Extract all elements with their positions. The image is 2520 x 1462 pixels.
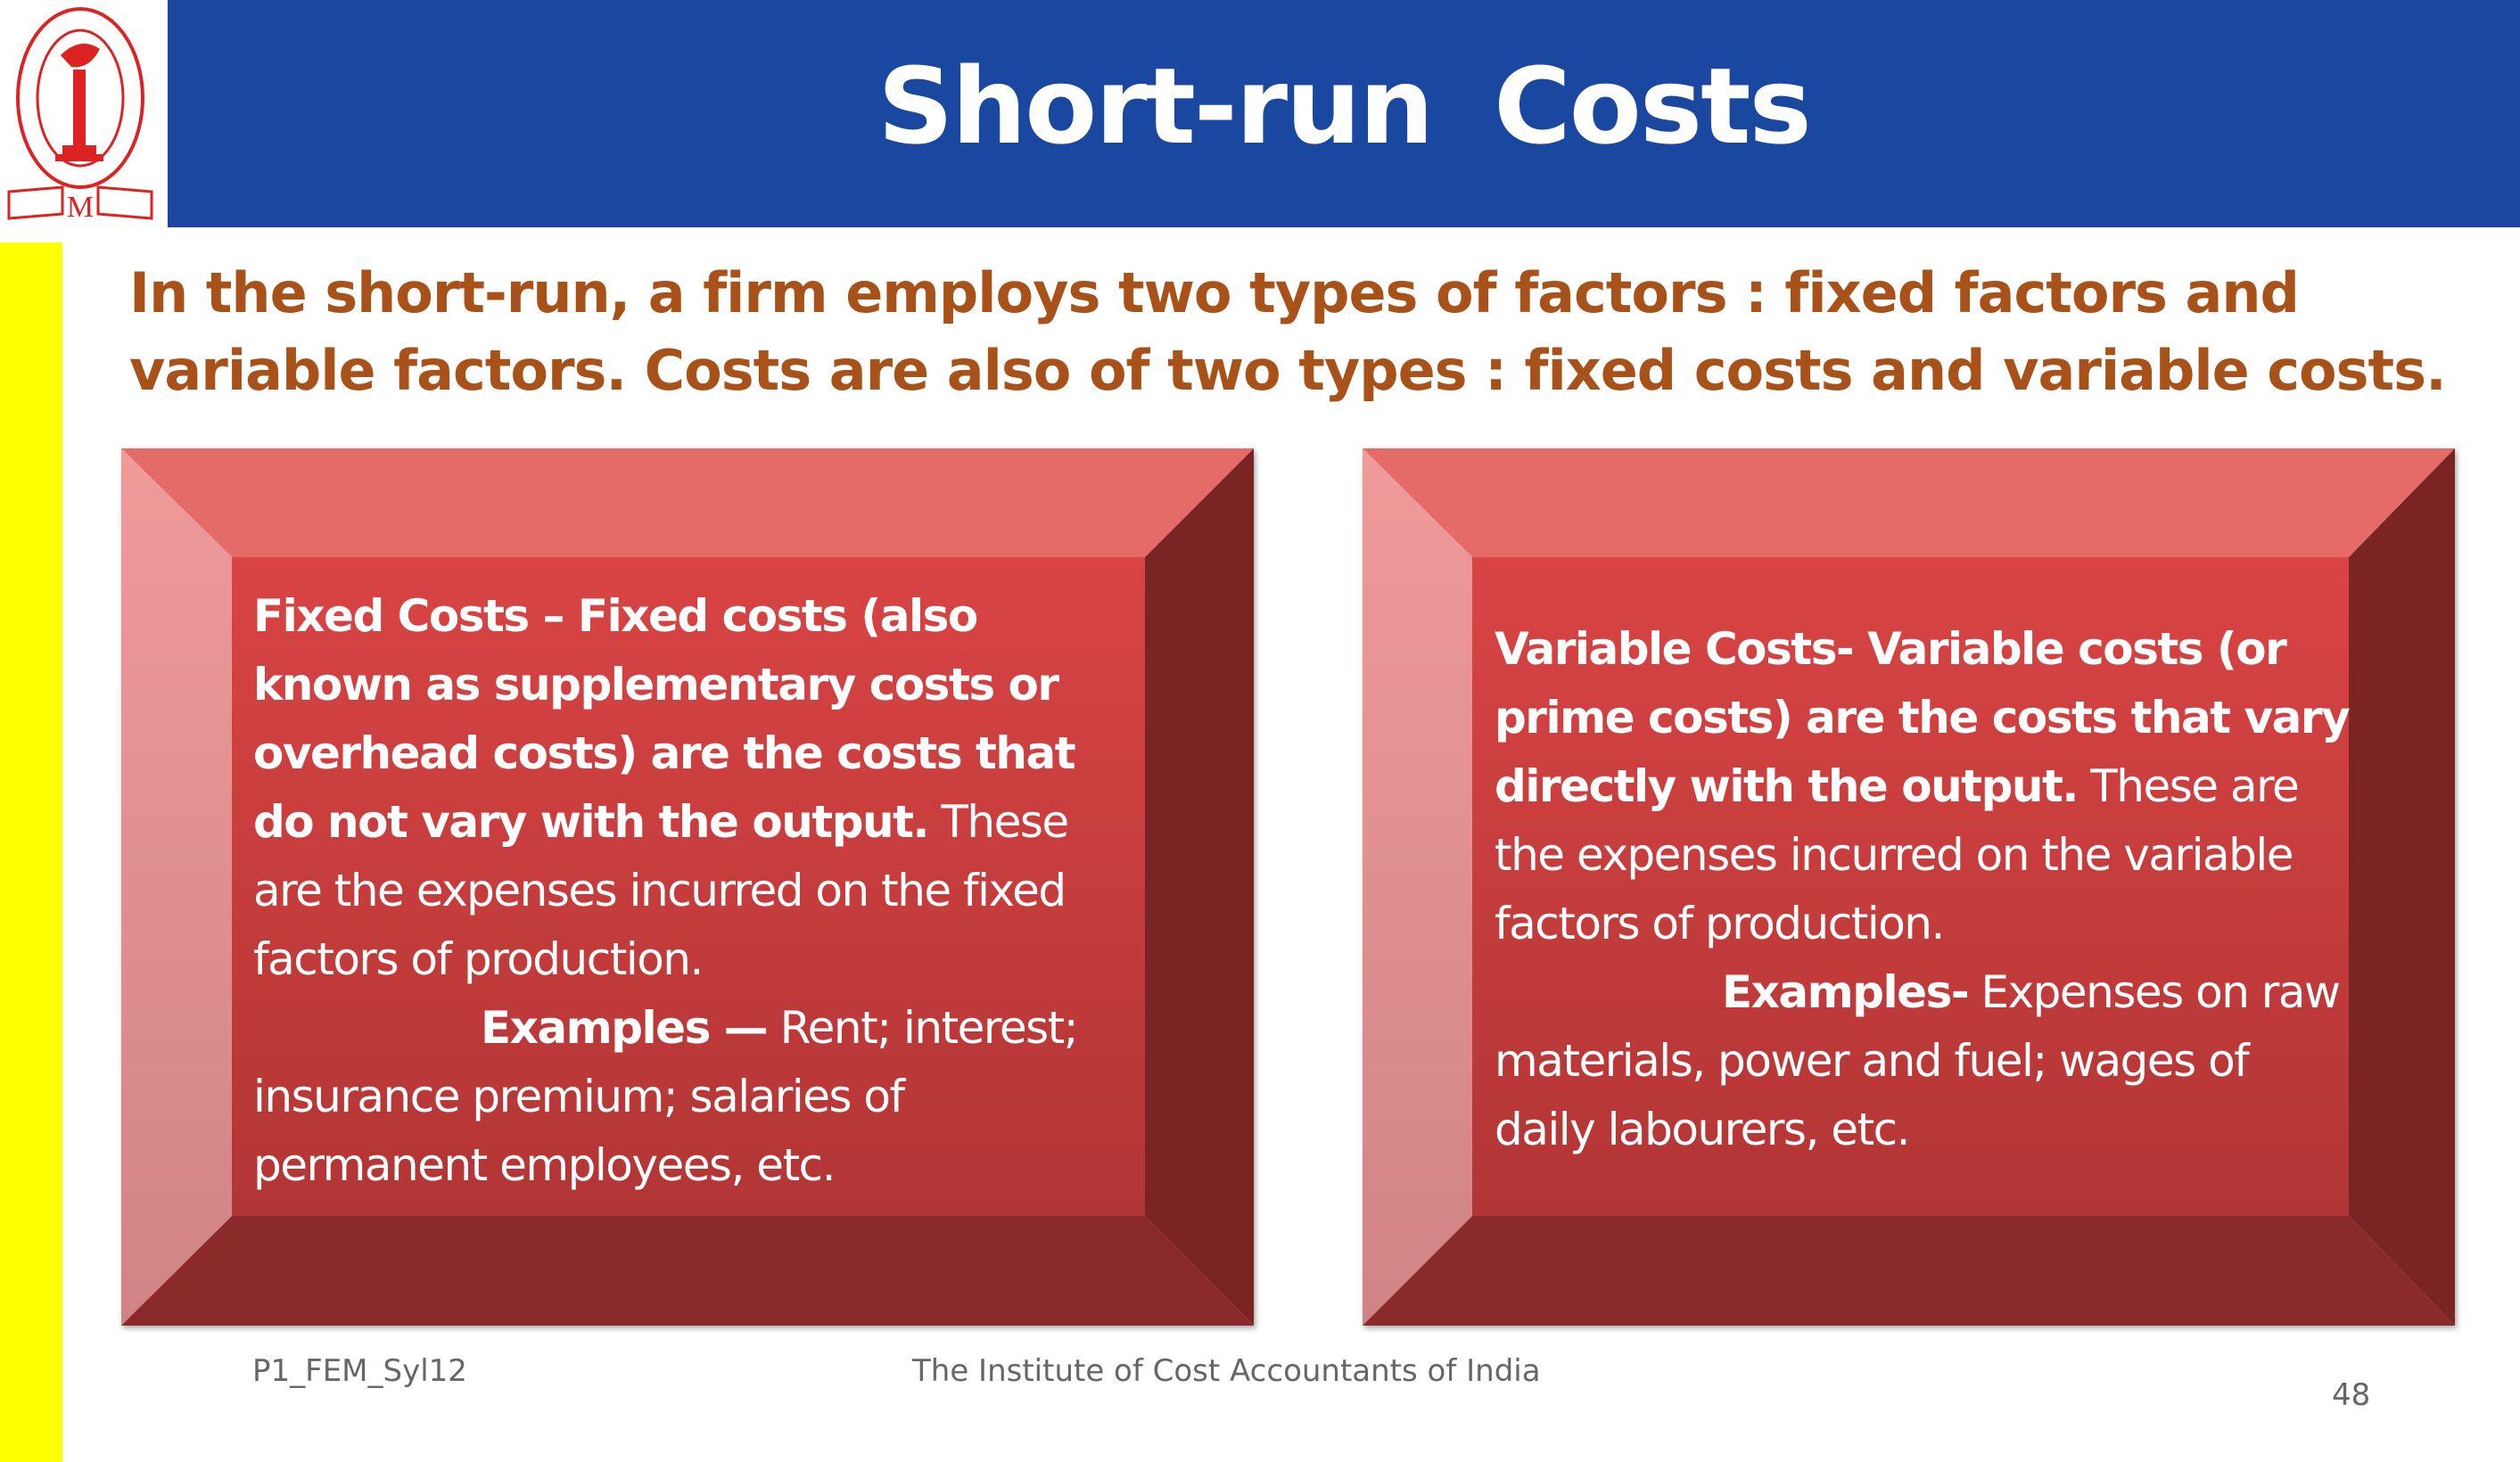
footer-code: P1_FEM_Syl12 [252, 1353, 467, 1389]
page-number: 48 [2332, 1377, 2371, 1413]
variable-costs-text: Variable Costs- Variable costs (or prime… [1495, 623, 2351, 1155]
accent-bar [0, 242, 62, 1462]
title-banner: Short-run Costs [168, 0, 2520, 227]
variable-costs-box: Variable Costs- Variable costs (or prime… [1363, 448, 2455, 1326]
intro-text: In the short-run, a firm employs two typ… [129, 260, 2447, 403]
page-title: Short-run Costs [877, 45, 1811, 168]
footer-institute: The Institute of Cost Accountants of Ind… [912, 1353, 1541, 1389]
fixed-costs-text: Fixed Costs – Fixed costs (also known as… [253, 590, 1079, 1191]
institute-logo: M [0, 0, 166, 228]
svg-text:M: M [67, 191, 94, 224]
fixed-costs-box: Fixed Costs – Fixed costs (also known as… [121, 448, 1254, 1326]
